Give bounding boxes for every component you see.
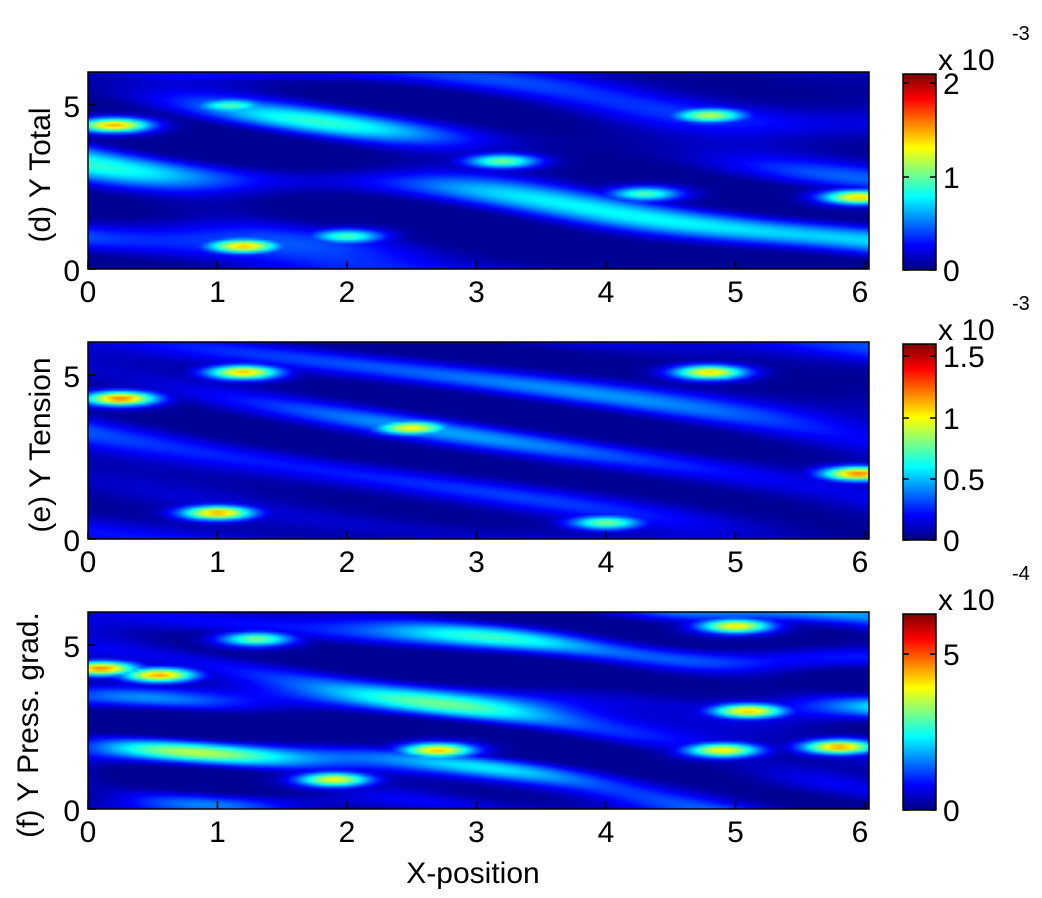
x-tick-label: 5 — [727, 546, 744, 579]
x-ticks-e — [87, 531, 866, 539]
colorbar-multiplier-d: x 10 -3 — [938, 23, 1030, 77]
x-tick-label: 6 — [852, 276, 869, 309]
x-tick-label: 1 — [209, 276, 226, 309]
x-tick-label: 4 — [598, 276, 615, 309]
x-tick-label: 0 — [80, 816, 97, 849]
colorbar-tick-label: 0 — [943, 255, 960, 288]
y-tick-label: 5 — [63, 91, 80, 124]
x-tick-label: 1 — [209, 546, 226, 579]
colorbar-multiplier-base: x 10 — [938, 44, 995, 77]
colorbar-tick-labels-f: 0 5 — [943, 639, 960, 828]
x-tick-label: 0 — [80, 546, 97, 579]
x-tick-label: 3 — [468, 546, 485, 579]
y-tick-labels-d: 0 5 — [63, 91, 80, 288]
colorbar-tick-label: 1.5 — [943, 341, 985, 374]
y-ticks-d — [88, 104, 96, 270]
x-tick-label: 3 — [468, 276, 485, 309]
colorbar-tick-label: 0 — [943, 795, 960, 828]
colorbar-tick-label: 0.5 — [943, 464, 985, 497]
x-tick-label: 0 — [80, 276, 97, 309]
colorbar-f — [903, 614, 936, 810]
x-tick-label: 4 — [598, 546, 615, 579]
y-ticks-f — [88, 644, 96, 810]
x-tick-label: 2 — [339, 276, 356, 309]
x-tick-label: 1 — [209, 816, 226, 849]
x-tick-label: 2 — [339, 546, 356, 579]
panel-e: 0 1 2 3 4 5 6 0 5 (e) Y Tension 0 0.5 1 … — [24, 293, 1030, 579]
colorbar-tick-label: 1 — [943, 162, 960, 195]
y-tick-label: 5 — [63, 631, 80, 664]
colorbar-ticks-f — [903, 653, 936, 811]
colorbar-tick-label: 0 — [943, 525, 960, 558]
x-ticks-d — [87, 261, 866, 269]
x-tick-label: 3 — [468, 816, 485, 849]
heatmap-e — [88, 342, 869, 539]
colorbar-multiplier-e: x 10 -3 — [938, 293, 1030, 347]
colorbar-multiplier-exp: -4 — [1012, 563, 1030, 585]
colorbar-ticks-e — [903, 355, 936, 541]
y-axis-label-f: (f) Y Press. grad. — [12, 612, 45, 838]
colorbar-tick-label: 2 — [943, 68, 960, 101]
colorbar-ticks-d — [903, 82, 936, 271]
colorbar-multiplier-f: x 10 -4 — [938, 563, 1030, 617]
colorbar-e — [903, 344, 936, 540]
y-axis-label-e: (e) Y Tension — [24, 357, 57, 532]
y-tick-labels-e: 0 5 — [63, 361, 80, 558]
x-tick-labels-d: 0 1 2 3 4 5 6 — [80, 276, 869, 309]
heatmap-d — [88, 72, 869, 269]
axes-frame-d — [87, 71, 870, 270]
colorbar-multiplier-base: x 10 — [938, 584, 995, 617]
colorbar-tick-label: 1 — [943, 403, 960, 436]
x-tick-label: 2 — [339, 816, 356, 849]
colorbar-frame-f — [902, 613, 937, 811]
colorbar-multiplier-exp: -3 — [1012, 293, 1030, 315]
colorbar-multiplier-exp: -3 — [1012, 23, 1030, 45]
y-ticks-e — [88, 374, 96, 540]
x-tick-label: 4 — [598, 816, 615, 849]
y-tick-label: 0 — [63, 525, 80, 558]
y-tick-label: 5 — [63, 361, 80, 394]
colorbar-tick-labels-e: 0 0.5 1 1.5 — [943, 341, 985, 558]
x-tick-label: 5 — [727, 276, 744, 309]
colorbar-multiplier-base: x 10 — [938, 314, 995, 347]
x-tick-labels-f: 0 1 2 3 4 5 6 — [80, 816, 869, 849]
panel-d: 0 1 2 3 4 5 6 0 5 (d) Y Total 0 1 2 x 10 — [24, 23, 1030, 309]
y-tick-labels-f: 0 5 — [63, 631, 80, 828]
x-axis-label: X-position — [406, 857, 539, 890]
x-ticks-f — [87, 801, 866, 809]
x-tick-label: 5 — [727, 816, 744, 849]
colorbar-frame-e — [902, 343, 937, 541]
axes-frame-f — [87, 611, 870, 810]
x-tick-label: 6 — [852, 816, 869, 849]
x-tick-label: 6 — [852, 546, 869, 579]
colorbar-frame-d — [902, 73, 937, 271]
colorbar-tick-labels-d: 0 1 2 — [943, 68, 960, 288]
axes-frame-e — [87, 341, 870, 540]
colorbar-d — [903, 74, 936, 270]
y-tick-label: 0 — [63, 795, 80, 828]
heatmap-f — [88, 612, 869, 809]
x-tick-labels-e: 0 1 2 3 4 5 6 — [80, 546, 869, 579]
panel-f: 0 1 2 3 4 5 6 0 5 (f) Y Press. grad. 0 5… — [12, 563, 1030, 849]
colorbar-tick-label: 5 — [943, 639, 960, 672]
y-axis-label-d: (d) Y Total — [24, 107, 57, 242]
y-tick-label: 0 — [63, 255, 80, 288]
